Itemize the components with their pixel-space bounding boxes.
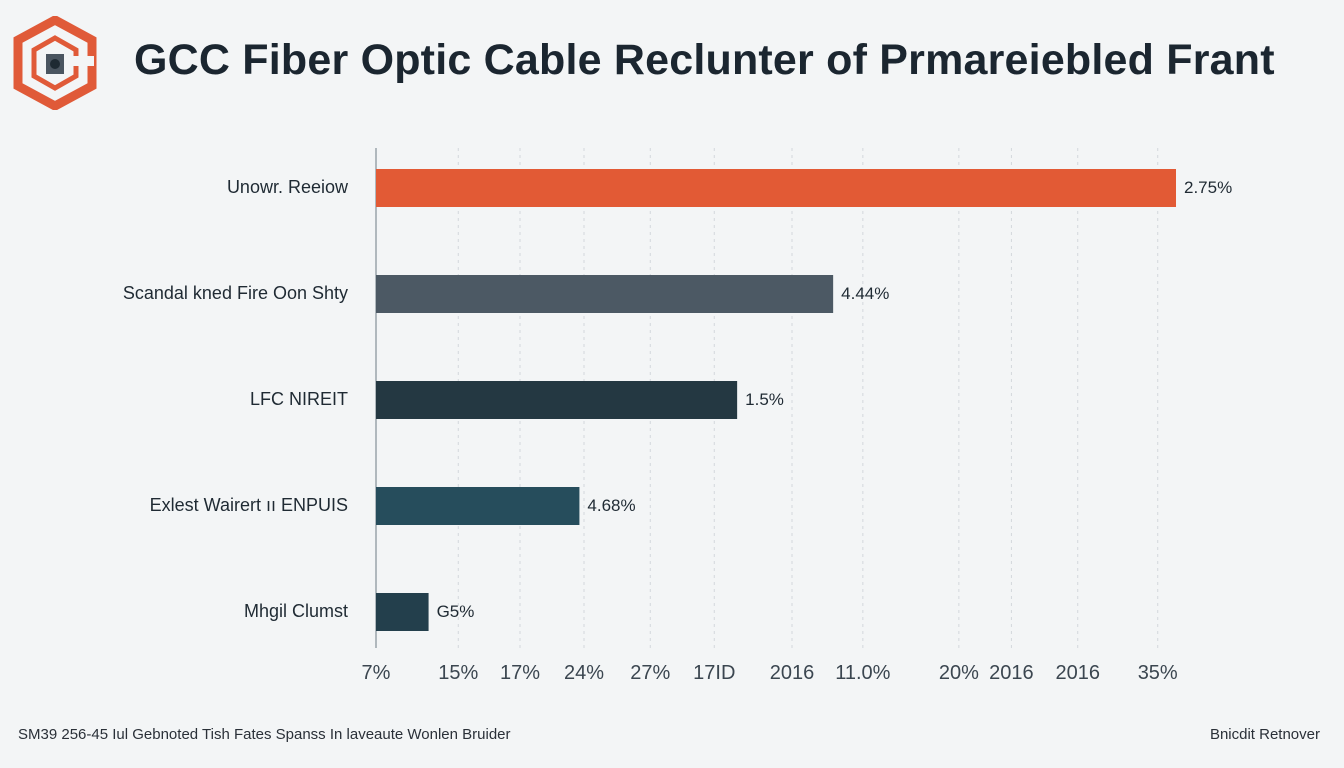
x-tick-label: 17ID	[693, 662, 736, 684]
bar	[376, 487, 580, 525]
x-tick-label: 35%	[1137, 662, 1178, 684]
x-tick-label: 20%	[938, 662, 979, 684]
footer-caption: SM39 256-45 Iul Gebnoted Tish Fates Span…	[18, 726, 511, 743]
data-label: 1.5%	[745, 390, 784, 409]
x-tick-label: 17%	[499, 662, 541, 684]
data-label: 2.75%	[1184, 178, 1233, 197]
x-tick-label: 11.0%	[835, 662, 891, 684]
category-label: LFC NIREIT	[249, 389, 348, 409]
bar	[376, 593, 429, 631]
bar	[376, 381, 738, 419]
category-label: Exlest Wairert ıı ENPUIS	[149, 495, 348, 515]
x-tick-label: 24%	[563, 662, 605, 684]
x-tick-label: 15%	[438, 662, 479, 684]
category-label: Mhgil Clumst	[243, 601, 348, 621]
data-label: 4.44%	[841, 284, 890, 303]
x-tick-label: 2016	[1055, 662, 1100, 684]
bar	[376, 169, 1176, 207]
data-label: G5%	[436, 602, 475, 621]
footer-credit: Bnicdit Retnover	[1209, 726, 1320, 743]
x-tick-label: 27%	[630, 662, 671, 684]
data-label: 4.68%	[587, 496, 636, 515]
hexagon-logo-icon	[13, 16, 97, 110]
category-label: Scandal kned Fire Oon Shty	[122, 283, 348, 303]
bar	[376, 275, 834, 313]
x-tick-label: 7%	[361, 662, 391, 684]
x-tick-label: 2016	[769, 662, 815, 684]
x-tick-label: 2016	[989, 662, 1034, 684]
page-title: GCC Fiber Optic Cable Reclunter of Prmar…	[134, 36, 1275, 84]
category-label: Unowr. Reeiow	[226, 177, 348, 197]
